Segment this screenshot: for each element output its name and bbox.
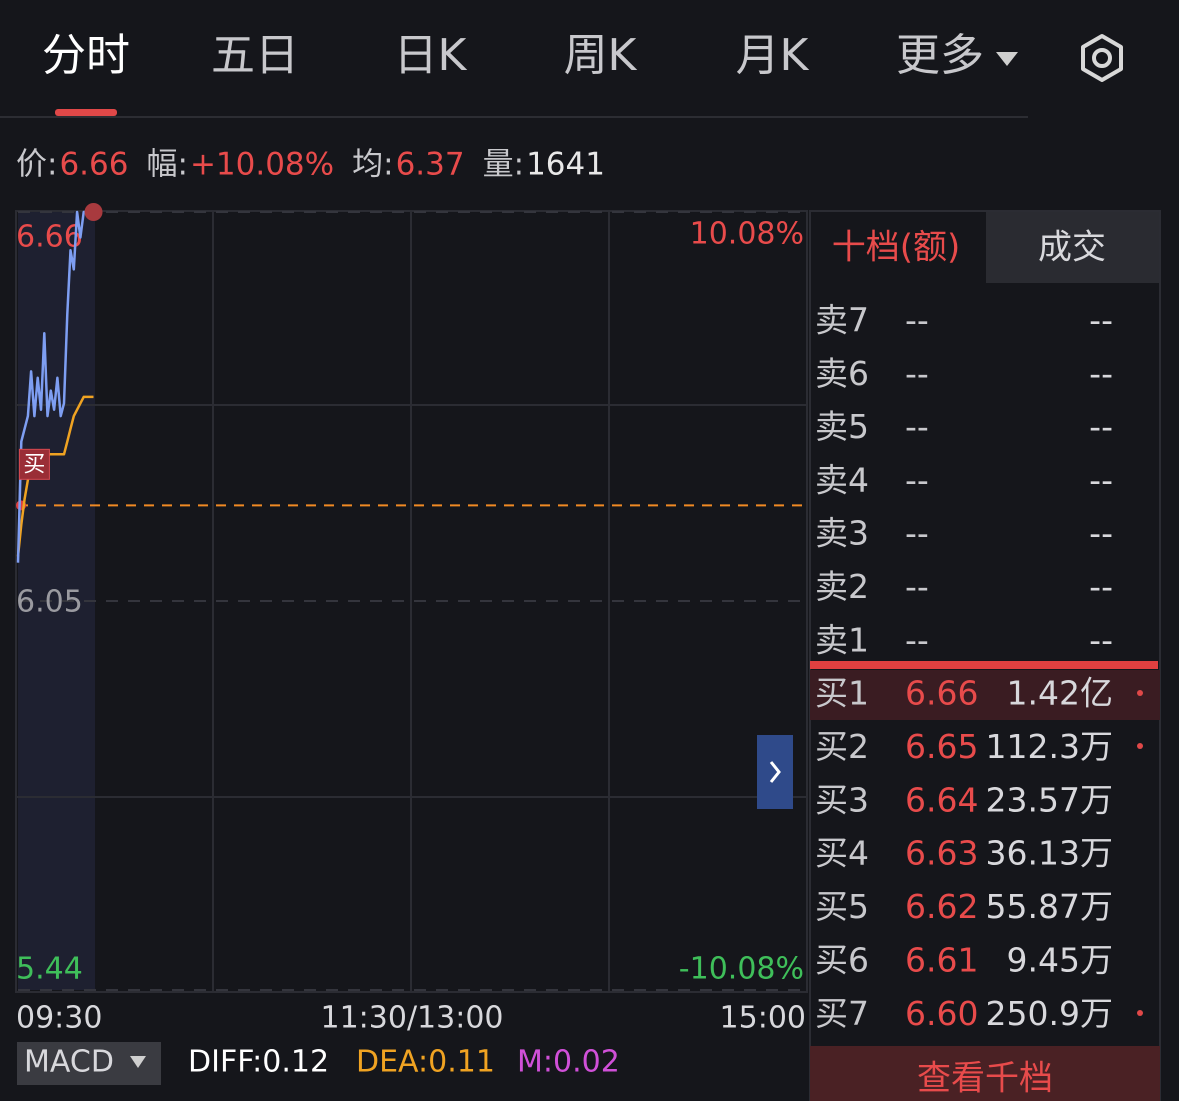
macd-diff: DIFF:0.12: [188, 1045, 329, 1080]
book-price: --: [905, 407, 929, 446]
book-amount: 1.42亿: [1007, 674, 1113, 713]
quote-value: 6.37: [396, 147, 465, 183]
book-price: 6.60: [905, 994, 978, 1033]
book-label: 买4: [815, 834, 869, 873]
tab[interactable]: 分时: [42, 30, 130, 81]
book-tab[interactable]: 十档(额): [832, 228, 961, 268]
order-book-panel: [809, 210, 1161, 1101]
book-button[interactable]: 查看千档: [917, 1059, 1053, 1099]
expand-arrow[interactable]: [769, 761, 781, 783]
book-price: --: [905, 460, 929, 499]
y-tick-label: 6.05: [16, 585, 83, 620]
buy-marker: 买: [23, 452, 45, 477]
book-amount: 36.13万: [986, 834, 1113, 873]
button-bg[interactable]: [810, 1046, 1160, 1101]
tab[interactable]: 周K: [564, 30, 638, 81]
quote-value: 1641: [526, 147, 605, 183]
book-amount: --: [1089, 460, 1113, 499]
book-label: 卖5: [815, 407, 869, 446]
x-tick-label: 15:00: [720, 1001, 806, 1036]
quote-value: +10.08%: [190, 147, 334, 183]
x-tick-label: 11:30/13:00: [320, 1001, 503, 1036]
book-amount: 9.45万: [1007, 941, 1113, 980]
y-tick-label: 5.44: [16, 952, 83, 987]
book-price: 6.61: [905, 941, 978, 980]
book-price: --: [905, 620, 929, 659]
inactive-tab-bg[interactable]: [986, 212, 1159, 283]
macd-dropdown-icon[interactable]: [130, 1056, 146, 1068]
session-shade: [18, 212, 95, 990]
book-tab[interactable]: 成交: [1038, 228, 1106, 268]
macd-m: M:0.02: [517, 1045, 620, 1080]
quote-value: 6.66: [59, 147, 128, 183]
y2-tick-label: -10.08%: [679, 952, 804, 987]
book-amount: --: [1089, 354, 1113, 393]
book-divider: [810, 661, 1158, 669]
dropdown-icon[interactable]: [996, 52, 1018, 66]
book-price: 6.64: [905, 780, 978, 819]
book-price: --: [905, 514, 929, 553]
book-amount: --: [1089, 407, 1113, 446]
book-price: --: [905, 567, 929, 606]
book-amount: --: [1089, 620, 1113, 659]
active-tab-indicator: [55, 109, 117, 116]
tab[interactable]: 日K: [394, 30, 468, 81]
quote-label: 均:: [352, 147, 393, 183]
book-label: 买6: [815, 941, 869, 980]
book-price: 6.66: [905, 674, 978, 713]
book-amount: --: [1089, 301, 1113, 340]
book-label: 买7: [815, 994, 869, 1033]
chart-grid: [15, 210, 808, 993]
book-label: 买3: [815, 780, 869, 819]
book-label: 买1: [815, 674, 869, 713]
book-price: 6.65: [905, 727, 978, 766]
book-price: --: [905, 301, 929, 340]
tab[interactable]: 五日: [211, 30, 299, 81]
quote-label: 量:: [483, 147, 524, 183]
book-label: 卖2: [815, 567, 869, 606]
x-tick-label: 09:30: [16, 1001, 102, 1036]
expand-button[interactable]: [757, 735, 793, 809]
book-amount: --: [1089, 514, 1113, 553]
book-label: 买2: [815, 727, 869, 766]
buy-marker-bg: [18, 448, 50, 480]
book-amount: 55.87万: [986, 887, 1113, 926]
tab[interactable]: 更多: [896, 30, 984, 81]
book-label: 卖3: [815, 514, 869, 553]
book-label: 卖4: [815, 460, 869, 499]
book-price: 6.63: [905, 834, 978, 873]
book-price: 6.62: [905, 887, 978, 926]
y2-tick-label: 10.08%: [690, 217, 804, 252]
macd-selector[interactable]: MACD: [24, 1045, 114, 1080]
book-amount: 112.3万: [986, 727, 1113, 766]
order-dots: [1137, 690, 1143, 1016]
last-price-dot: [84, 203, 103, 221]
book-label: 买5: [815, 887, 869, 926]
book-label: 卖7: [815, 301, 869, 340]
macd-dea: DEA:0.11: [356, 1045, 495, 1080]
tab[interactable]: 月K: [736, 30, 810, 81]
price-line: [16, 210, 94, 563]
book-amount: --: [1089, 567, 1113, 606]
quote-label: 价:: [16, 147, 57, 183]
settings-icon[interactable]: [1081, 34, 1123, 82]
book-price: --: [905, 354, 929, 393]
book-label: 卖6: [815, 354, 869, 393]
quote-label: 幅:: [146, 147, 187, 183]
book-label: 卖1: [815, 620, 869, 659]
book-amount: 250.9万: [986, 994, 1113, 1033]
book-amount: 23.57万: [986, 780, 1113, 819]
highlight-row: [810, 670, 1160, 720]
y-tick-label: 6.66: [16, 220, 83, 255]
